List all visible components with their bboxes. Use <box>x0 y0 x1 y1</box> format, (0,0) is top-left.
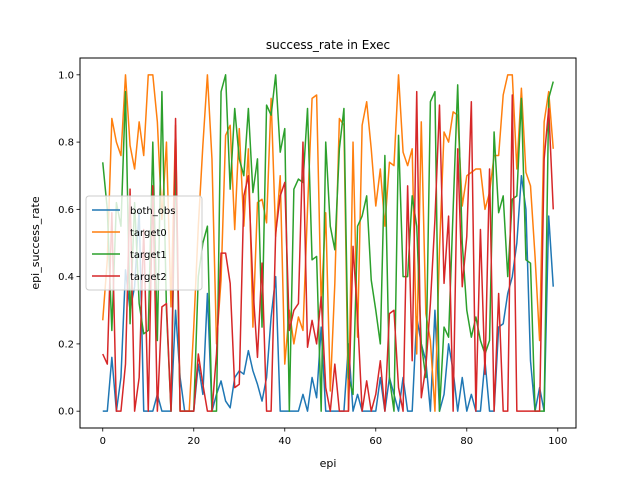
y-tick-label: 0.4 <box>58 272 74 283</box>
x-tick-label: 100 <box>548 436 567 447</box>
x-tick-label: 80 <box>460 436 473 447</box>
y-tick-label: 0.8 <box>58 138 74 149</box>
series-line-both_obs <box>102 174 554 412</box>
y-tick-label: 0.6 <box>58 205 74 216</box>
x-tick-label: 0 <box>100 436 106 447</box>
x-tick-label: 40 <box>278 436 291 447</box>
x-tick-label: 20 <box>187 436 200 447</box>
x-axis-ticks: 0 20 40 60 80 100 <box>100 428 567 447</box>
legend: both_obs target0 target1 target2 <box>85 195 203 291</box>
y-axis-ticks: 0.0 0.2 0.4 0.6 0.8 1.0 <box>58 70 80 418</box>
y-tick-label: 0.0 <box>58 407 74 418</box>
legend-box <box>85 195 203 291</box>
chart-title: success_rate in Exec <box>266 38 390 52</box>
legend-label-target2: target2 <box>130 272 167 283</box>
y-tick-label: 1.0 <box>58 70 74 81</box>
y-axis-label: epi_success_rate <box>29 196 42 289</box>
y-tick-label: 0.2 <box>58 339 74 350</box>
legend-label-target1: target1 <box>130 250 167 261</box>
axes-frame <box>79 57 577 429</box>
x-tick-label: 60 <box>369 436 382 447</box>
legend-label-both_obs: both_obs <box>130 206 175 217</box>
legend-label-target0: target0 <box>130 228 167 239</box>
x-axis-label: epi <box>320 457 337 470</box>
